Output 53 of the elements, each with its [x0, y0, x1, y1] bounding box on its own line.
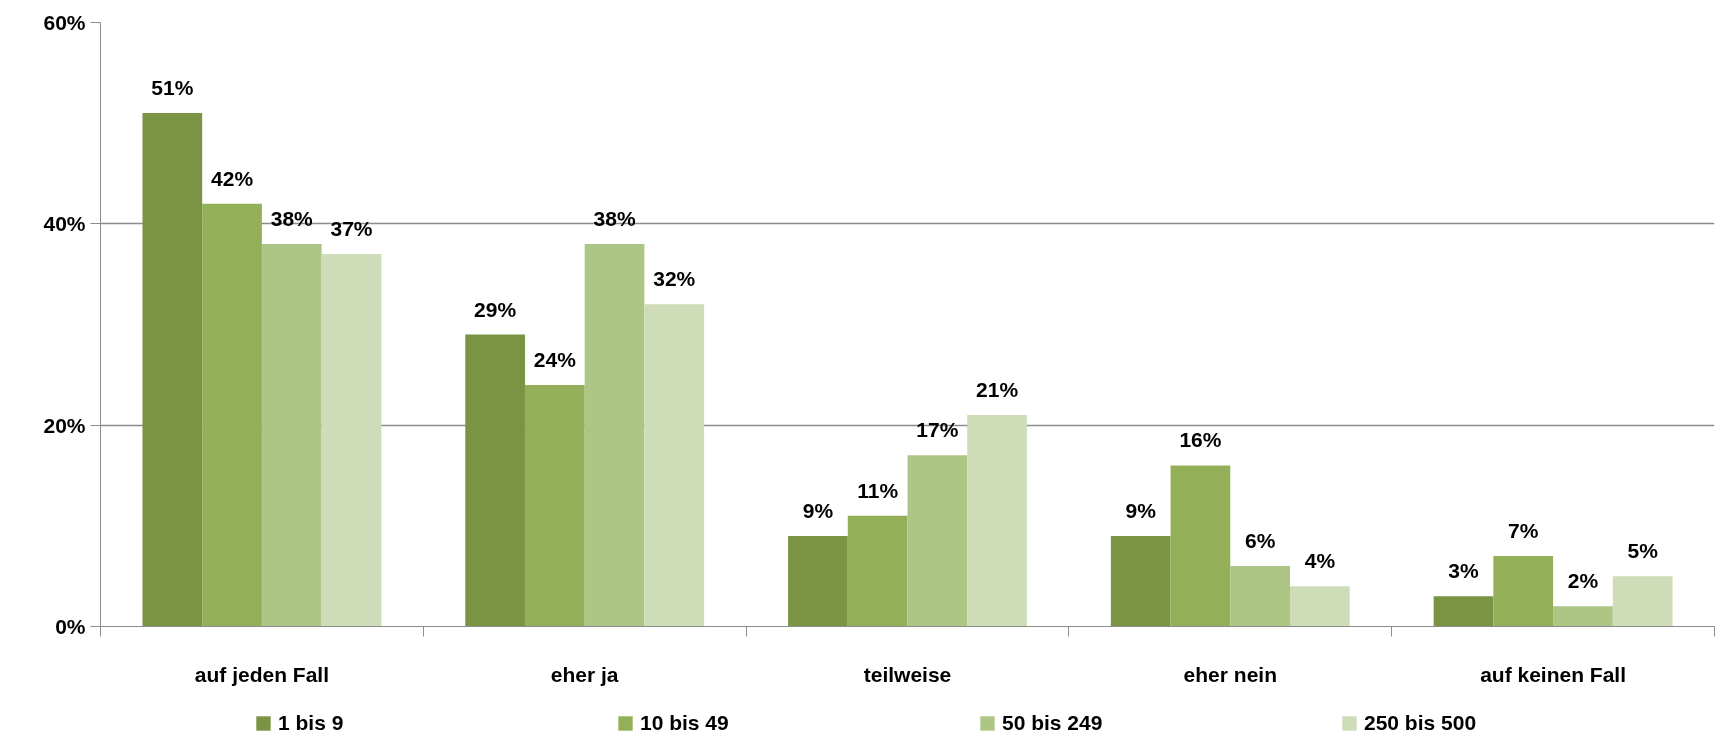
y-tick-label: 40%	[43, 212, 86, 236]
data-label: 9%	[802, 498, 834, 522]
data-label: 38%	[593, 206, 636, 230]
y-tick-label: 20%	[43, 413, 86, 437]
data-label: 9%	[1125, 498, 1157, 522]
x-tick-label: teilweise	[863, 662, 952, 686]
bar	[1170, 465, 1231, 627]
x-tick-label: auf keinen Fall	[1480, 662, 1627, 686]
data-label: 51%	[151, 76, 194, 100]
data-label: 16%	[1179, 428, 1222, 452]
bar	[847, 515, 908, 627]
bar	[1553, 606, 1613, 627]
data-label: 42%	[211, 166, 254, 190]
y-tick-label: 60%	[43, 11, 86, 34]
x-tick-label: eher ja	[550, 662, 619, 686]
bar	[202, 203, 262, 627]
legend-label: 10 bis 49	[640, 711, 730, 735]
bar	[967, 415, 1027, 627]
bar	[907, 455, 968, 627]
bar	[1230, 566, 1291, 627]
legend-label: 1 bis 9	[278, 711, 345, 735]
x-tick-label: eher nein	[1183, 662, 1277, 686]
bar	[1433, 596, 1494, 627]
data-label: 21%	[976, 378, 1019, 402]
data-label: 32%	[653, 267, 696, 291]
data-label: 6%	[1244, 529, 1276, 553]
data-label: 17%	[916, 418, 959, 442]
data-label: 3%	[1448, 559, 1480, 583]
bar	[1493, 556, 1554, 627]
bar	[465, 334, 525, 627]
bar	[584, 243, 645, 627]
data-label: 24%	[533, 347, 577, 371]
bar	[524, 384, 585, 627]
legend-label: 50 bis 249	[1002, 711, 1104, 735]
bar	[788, 535, 848, 627]
bar	[1612, 576, 1673, 627]
data-label: 2%	[1567, 569, 1599, 593]
data-label: 4%	[1304, 549, 1336, 573]
data-label: 5%	[1627, 539, 1659, 563]
bar	[644, 304, 705, 627]
bar	[142, 113, 203, 627]
bar	[261, 243, 322, 627]
x-tick-label: auf jeden Fall	[194, 662, 330, 686]
legend-label: 250 bis 500	[1364, 711, 1478, 735]
data-label: 38%	[270, 206, 314, 230]
data-label: 29%	[474, 297, 517, 321]
y-tick-label: 0%	[55, 615, 86, 638]
bar	[1290, 586, 1350, 627]
data-label: 37%	[330, 217, 373, 241]
bar	[1110, 535, 1171, 627]
data-label: 11%	[857, 478, 899, 502]
bar	[321, 254, 382, 627]
data-label: 7%	[1508, 519, 1539, 543]
